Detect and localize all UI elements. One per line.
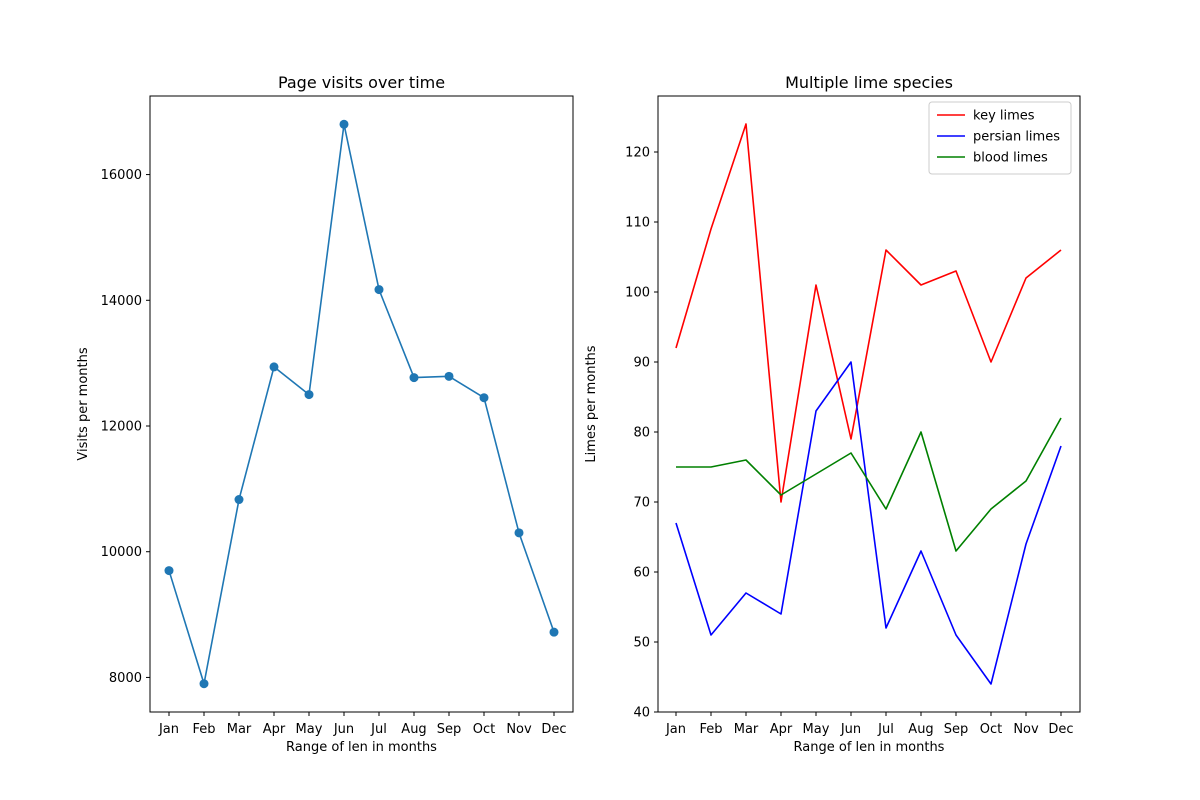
x-tick-label: Apr [263,722,286,737]
y-tick-label: 60 [633,566,650,581]
plot-frame [657,95,1081,713]
plot-frame [149,95,574,713]
y-axis-label: Limes per months [584,345,599,462]
x-tick-label: May [296,722,323,737]
x-tick-label: Oct [473,722,495,737]
x-tick-label: Jun [840,722,861,737]
series-line-key-limes [675,123,1062,503]
data-point [234,495,244,505]
x-tick-label: Apr [770,722,793,737]
x-tick-label: Feb [192,722,215,737]
visits-chart: Page visits over time Jan Feb Mar Apr May Jun J… [76,73,574,755]
x-tick-label: Dec [541,722,566,737]
x-tick-label: Sep [437,722,462,737]
x-tick-label: Aug [908,722,933,737]
x-tick-label: Nov [1013,722,1039,737]
y-tick-label: 110 [625,216,650,231]
data-point [339,119,349,129]
x-tick-label: Oct [980,722,1002,737]
series-line-visits [168,123,555,685]
legend-box [928,101,1072,175]
legend: key limes persian limes blood limes [928,101,1072,175]
x-tick-label: Aug [401,722,426,737]
chart-title: Multiple lime species [785,73,953,92]
data-point [514,528,524,538]
x-axis-label: Range of len in months [794,740,945,755]
x-axis-label: Range of len in months [286,740,437,755]
x-tick-label: Jun [333,722,354,737]
y-tick-label: 12000 [101,420,142,435]
y-tick-label: 14000 [101,294,142,309]
y-tick-label: 50 [633,636,650,651]
data-point [479,393,489,403]
x-tick-label: Jul [877,722,894,737]
data-point [409,373,419,383]
limes-chart: Multiple lime species Jan Feb Mar Apr May Jun J… [584,73,1081,755]
x-tick-label: Jul [370,722,387,737]
series-line-persian-limes [675,361,1062,685]
y-tick-label: 40 [633,706,650,721]
data-point [164,566,174,576]
x-tick-label: Mar [227,722,252,737]
y-axis-label: Visits per months [76,347,91,461]
x-tick-label: Dec [1048,722,1073,737]
x-tick-label: Sep [944,722,969,737]
legend-label: persian limes [973,130,1060,145]
x-tick-label: Nov [506,722,532,737]
y-tick-label: 8000 [109,671,142,686]
data-point [444,371,454,381]
x-tick-label: Mar [734,722,759,737]
data-point [269,362,279,372]
x-tick-label: May [803,722,830,737]
x-tick-label: Jan [158,722,179,737]
x-tick-label: Feb [699,722,722,737]
data-point [304,390,314,400]
legend-label: key limes [973,109,1035,124]
y-tick-label: 16000 [101,168,142,183]
y-tick-label: 120 [625,146,650,161]
legend-label: blood limes [973,151,1048,166]
y-tick-label: 90 [633,356,650,371]
data-point [199,679,209,689]
x-tick-label: Jan [665,722,686,737]
chart-title: Page visits over time [278,73,445,92]
y-tick-label: 70 [633,496,650,511]
y-tick-label: 80 [633,426,650,441]
data-point [549,627,559,637]
series-line-blood-limes [676,417,1062,552]
y-tick-label: 10000 [101,545,142,560]
y-tick-label: 100 [625,286,650,301]
data-point [374,285,384,295]
